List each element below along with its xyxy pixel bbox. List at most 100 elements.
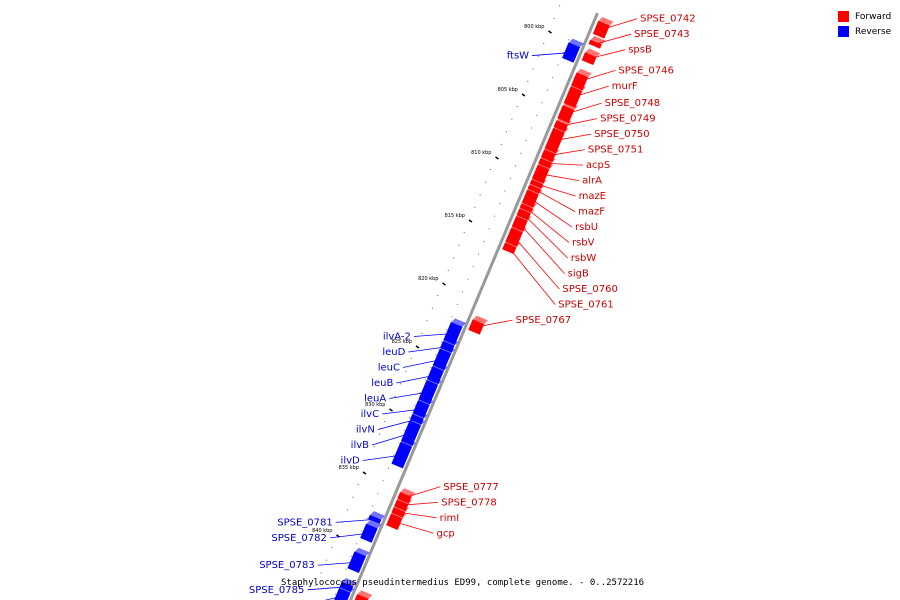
gene-block-shade — [585, 48, 601, 58]
gene-block-shade — [538, 160, 554, 170]
label-leader — [589, 49, 626, 60]
gene-label: ilvA-2 — [383, 332, 411, 343]
tick-label: 815 kbp — [445, 213, 465, 219]
gene-block-shade — [357, 590, 373, 600]
major-tick — [389, 408, 393, 412]
gene-block-shade — [400, 488, 416, 497]
legend-reverse: Reverse — [838, 24, 891, 39]
label-leader — [394, 521, 434, 534]
gene-label: rsbW — [571, 253, 597, 264]
label-leader — [317, 561, 357, 566]
label-leader — [396, 374, 436, 384]
gene-label: SPSE_0742 — [640, 14, 696, 25]
reverse-swatch — [838, 26, 849, 37]
gene-label: rsbV — [572, 238, 595, 249]
gene-block-shade — [393, 503, 409, 513]
label-leader — [371, 432, 412, 446]
gene-label: gcp — [437, 528, 455, 539]
major-tick — [548, 30, 552, 34]
gene-block-shade — [556, 116, 572, 126]
gene-block-shade — [366, 519, 382, 529]
gene-block-shade — [505, 238, 521, 248]
gene-block-shade — [562, 101, 578, 111]
gene-block-shade — [531, 175, 547, 185]
gene-label: SPSE_0749 — [600, 114, 656, 125]
gene-label: leuD — [382, 347, 405, 358]
gene-block-shade — [397, 495, 413, 505]
gene-label: ilvC — [361, 409, 379, 420]
gene-block[interactable] — [354, 594, 369, 600]
gene-block-shade — [570, 82, 586, 92]
gene-block-shade — [426, 376, 442, 385]
gene-block-shade — [369, 511, 386, 520]
gene-block-shade — [540, 154, 556, 164]
legend-forward: Forward — [838, 9, 891, 24]
label-leader — [408, 346, 448, 353]
tick-label: 830 kbp — [365, 402, 385, 408]
major-tick — [442, 282, 446, 286]
label-leader — [509, 248, 556, 305]
gene-label: SPSE_0767 — [516, 315, 572, 326]
gene-block[interactable] — [581, 52, 597, 66]
label-leader — [513, 236, 560, 290]
label-leader — [335, 518, 375, 523]
label-leader — [324, 595, 343, 600]
major-tick — [495, 156, 499, 160]
label-leader — [523, 213, 568, 259]
label-leader — [413, 333, 453, 337]
gene-block-shade — [339, 584, 355, 593]
gene-block-shade — [409, 416, 425, 426]
gene-label: SPSE_0785 — [249, 585, 305, 596]
gene-block-shade — [527, 185, 543, 195]
label-leader — [534, 188, 576, 212]
label-leader — [377, 418, 417, 430]
label-leader — [382, 408, 422, 415]
label-leader — [404, 486, 441, 499]
gene-label: SPSE_0751 — [588, 145, 644, 156]
tick-label: 800 kbp — [524, 24, 544, 30]
label-leader — [601, 18, 638, 31]
label-leader — [554, 133, 592, 141]
gene-block-shade — [341, 577, 357, 587]
gene-block-shade — [451, 318, 467, 328]
gene-block-shade — [511, 223, 527, 233]
tick-label: 825 kbp — [392, 339, 412, 345]
gene-label: SPSE_0748 — [605, 98, 661, 109]
label-leader — [540, 173, 580, 181]
tick-label: 810 kbp — [471, 150, 491, 156]
tick-label: 835 kbp — [339, 465, 359, 471]
gene-block-shade — [412, 410, 428, 420]
gene-label: mazF — [578, 207, 605, 218]
label-leader — [307, 586, 347, 591]
label-leader — [572, 85, 609, 98]
label-leader — [579, 69, 616, 82]
gene-label: leuA — [364, 394, 386, 405]
label-leader — [565, 102, 602, 115]
label-leader — [530, 198, 573, 228]
gene-block-shade — [598, 17, 614, 26]
gene-label: mazE — [579, 191, 606, 202]
gene-label: leuB — [371, 378, 393, 389]
label-leader — [560, 118, 598, 127]
gene-block-shade — [418, 396, 434, 406]
major-tick — [362, 471, 367, 475]
kbp-minor-ticks — [315, 5, 570, 595]
gene-label: SPSE_0778 — [441, 497, 497, 508]
gene-label: SPSE_0750 — [594, 129, 650, 140]
gene-block-shade — [516, 212, 532, 222]
gene-block-shade — [400, 438, 416, 447]
label-leader — [362, 454, 402, 461]
kbp-tick-labels: 800 kbp 805 kbp 810 kbp 815 kbp 820 kbp 825 k… — [312, 24, 552, 538]
tick-label: 820 kbp — [418, 276, 438, 282]
major-tick — [468, 219, 473, 223]
label-leader — [402, 358, 443, 368]
tick-label: 805 kbp — [498, 87, 518, 93]
gene-label: leuC — [378, 363, 400, 374]
label-leader — [389, 391, 429, 399]
gene-block-shade — [576, 68, 592, 78]
gene-block-shade — [529, 180, 545, 190]
tick-label: 840 kbp — [312, 528, 332, 534]
label-leader — [548, 149, 585, 157]
label-leader — [329, 532, 369, 539]
